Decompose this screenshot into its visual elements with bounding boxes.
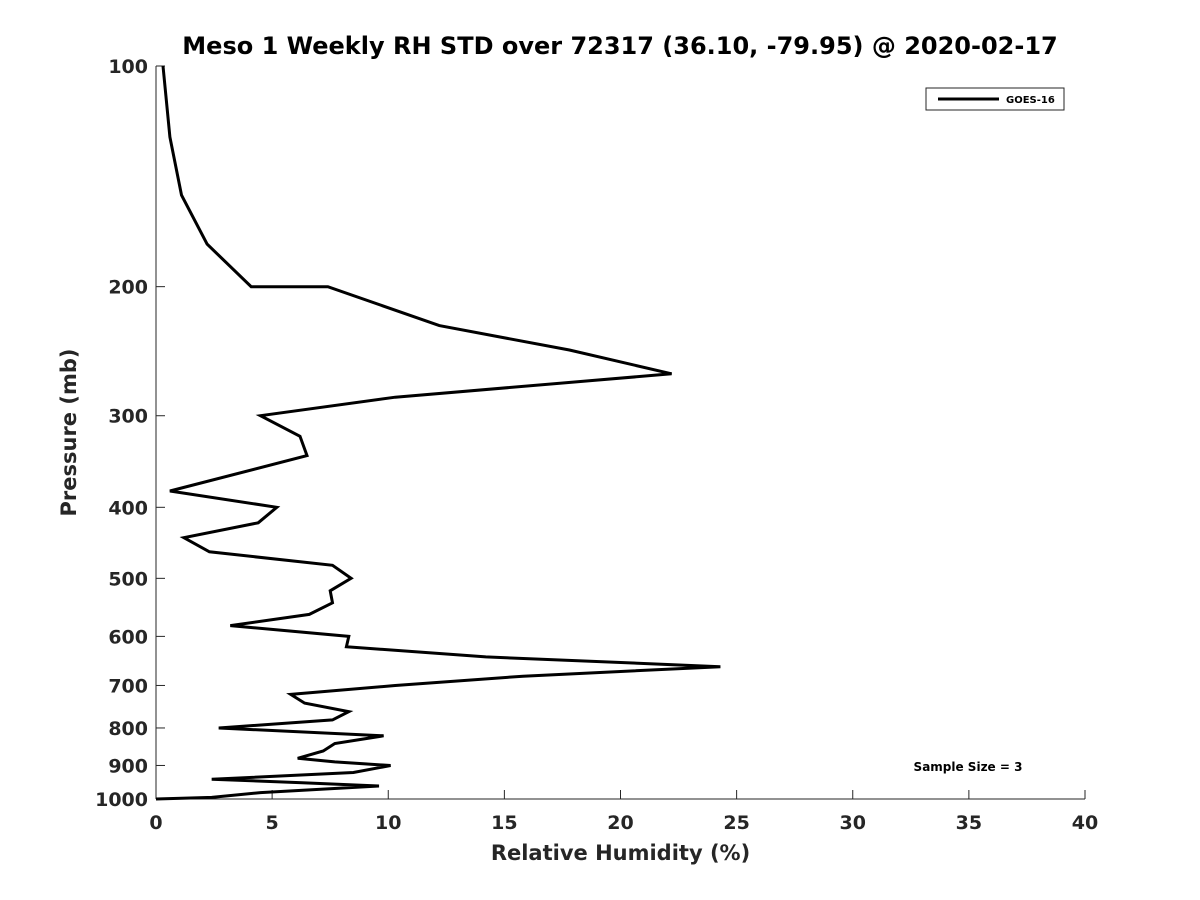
- y-tick-label: 1000: [95, 789, 148, 811]
- y-tick-label: 100: [108, 56, 148, 78]
- x-tick-label: 30: [840, 812, 866, 834]
- y-tick-label: 400: [108, 497, 148, 519]
- x-tick-label: 0: [149, 812, 162, 834]
- y-tick-label: 800: [108, 718, 148, 740]
- x-tick-label: 10: [375, 812, 401, 834]
- series-layer: [155, 65, 721, 801]
- x-tick-label: 25: [723, 812, 749, 834]
- y-tick-label: 500: [108, 568, 148, 590]
- series-line-goes-16: [155, 65, 721, 801]
- y-tick-label: 700: [108, 675, 148, 697]
- x-tick-label: 35: [956, 812, 982, 834]
- y-tick-label: 600: [108, 626, 148, 648]
- y-tick-label: 300: [108, 406, 148, 428]
- legend-entry-goes-16: GOES-16: [1006, 95, 1055, 106]
- chart-title: Meso 1 Weekly RH STD over 72317 (36.10, …: [182, 32, 1057, 60]
- x-axis-ticks: 0 5 10 15 20 25 30 35 40: [149, 790, 1098, 834]
- y-axis-ticks: 100 200 300 400 500 600 700 800 900 1000: [95, 56, 165, 811]
- x-tick-label: 5: [266, 812, 279, 834]
- y-tick-label: 200: [108, 277, 148, 299]
- legend: GOES-16: [925, 87, 1065, 111]
- sample-size-annotation: Sample Size = 3: [914, 760, 1023, 774]
- x-axis-label: Relative Humidity (%): [491, 841, 750, 865]
- y-tick-label: 900: [108, 755, 148, 777]
- x-tick-label: 20: [607, 812, 633, 834]
- x-tick-label: 40: [1072, 812, 1098, 834]
- y-axis-label: Pressure (mb): [57, 349, 81, 517]
- x-tick-label: 15: [491, 812, 517, 834]
